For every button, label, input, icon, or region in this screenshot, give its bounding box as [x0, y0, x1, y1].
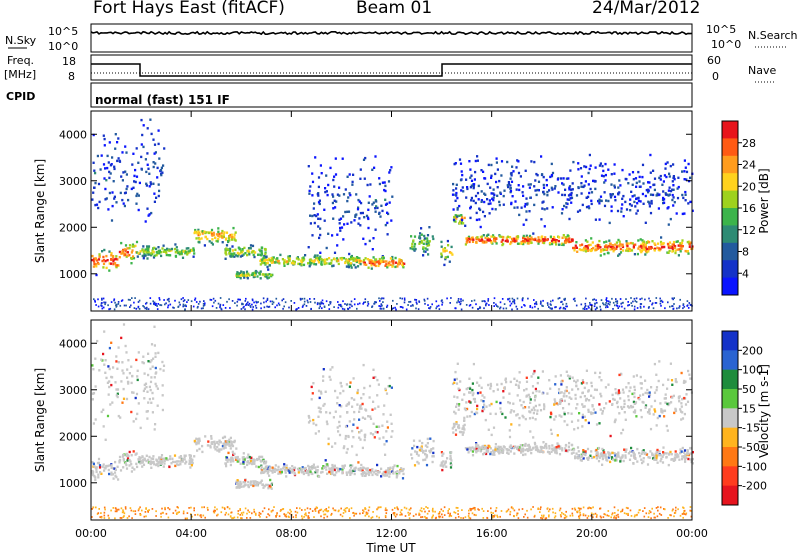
power-panel: 1000 2000 3000 4000 Slant Range [km]	[33, 110, 694, 312]
freq-tick-low: 8	[68, 70, 75, 83]
nave-tick-low: 0	[712, 70, 719, 83]
plot-title: Fort Hays East (fitACF)	[93, 0, 285, 18]
velocity-y-tick: 3000	[59, 384, 87, 397]
noise-tick-high-right: 10^5	[706, 23, 736, 36]
date-label: 24/Mar/2012	[592, 0, 701, 18]
power-colorbar-swatch	[722, 121, 738, 139]
velocity-panel: 1000 2000 3000 4000 00:00 04:00 08:00 12:00 16:…	[33, 111, 708, 554]
velocity-colorbar-tick: 50	[742, 383, 756, 396]
time-x-tick: 08:00	[275, 527, 307, 540]
velocity-colorbar-label: Velocity [m s-1]	[757, 364, 771, 458]
power-y-tick: 2000	[59, 221, 87, 234]
nave-label: Nave	[748, 64, 776, 77]
nsearch-label: N.Search	[748, 29, 798, 42]
power-colorbar-swatch	[722, 155, 738, 174]
velocity-colorbar-swatch	[722, 466, 738, 487]
power-ylabel: Slant Range [km]	[33, 159, 47, 263]
velocity-colorbar-swatch	[722, 389, 738, 409]
power-colorbar: 28 24 20 16 12 8 4 Power [dB]	[721, 120, 771, 296]
cpid-panel: normal (fast) 151 IF	[90, 82, 693, 108]
power-colorbar-tick: 20	[742, 180, 756, 193]
velocity-colorbar-tick: -50	[742, 441, 760, 454]
velocity-colorbar-swatch	[722, 427, 738, 448]
power-colorbar-swatch	[722, 208, 738, 226]
velocity-colorbar-swatch	[722, 369, 738, 390]
power-y-tick: 4000	[59, 128, 87, 141]
velocity-colorbar-tick: -100	[742, 460, 767, 473]
velocity-colorbar-tick: -200	[742, 480, 767, 493]
velocity-colorbar-swatch	[722, 331, 738, 351]
velocity-y-tick: 2000	[59, 430, 87, 443]
noise-tick-high-left: 10^5	[48, 25, 78, 38]
power-colorbar-tick: 24	[742, 159, 756, 172]
power-y-tick: 1000	[59, 268, 87, 281]
time-x-tick: 16:00	[476, 527, 508, 540]
velocity-colorbar-tick: 100	[742, 364, 763, 377]
power-colorbar-swatch	[722, 277, 738, 296]
power-y-tick: 3000	[59, 175, 87, 188]
noise-panel	[90, 23, 693, 53]
velocity-xlabel: Time UT	[365, 541, 416, 554]
velocity-colorbar-tick: -15	[742, 422, 760, 435]
velocity-y-tick: 4000	[59, 337, 87, 350]
nave-tick-high: 60	[707, 54, 721, 67]
time-x-tick: 20:00	[576, 527, 608, 540]
power-colorbar-tick: 8	[742, 246, 749, 259]
cpid-label: CPID	[6, 90, 35, 103]
freq-tick-high: 18	[62, 55, 76, 68]
velocity-colorbar-tick: 200	[742, 344, 763, 357]
time-x-tick: 00:00	[75, 527, 107, 540]
noise-tick-low-right: 10^0	[711, 38, 741, 51]
time-x-tick: 12:00	[376, 527, 408, 540]
time-x-tick: 00:00	[676, 527, 708, 540]
nsky-label: N.Sky	[5, 34, 37, 47]
freq-panel	[90, 54, 693, 81]
velocity-y-tick: 1000	[59, 477, 87, 490]
power-colorbar-swatch	[722, 190, 738, 209]
velocity-colorbar: 200 100 50 15 -15 -50 -100 -200 Velocity [m s-1…	[721, 330, 771, 506]
velocity-ylabel: Slant Range [km]	[33, 368, 47, 472]
power-colorbar-tick: 4	[742, 267, 749, 280]
freq-label: Freq.	[7, 54, 34, 67]
power-colorbar-swatch	[722, 138, 738, 157]
power-colorbar-swatch	[722, 225, 738, 244]
power-colorbar-tick: 28	[742, 137, 756, 150]
cpid-value: normal (fast) 151 IF	[95, 93, 230, 107]
velocity-colorbar-tick: 15	[742, 402, 756, 415]
time-x-tick: 04:00	[175, 527, 207, 540]
noise-tick-low-left: 10^0	[48, 40, 78, 53]
power-colorbar-swatch	[722, 173, 738, 192]
power-colorbar-tick: 12	[742, 224, 756, 237]
velocity-colorbar-swatch	[722, 485, 738, 506]
velocity-colorbar-swatch	[722, 408, 738, 429]
power-colorbar-tick: 16	[742, 202, 756, 215]
beam-label: Beam 01	[356, 0, 433, 18]
power-colorbar-swatch	[722, 260, 738, 279]
power-colorbar-label: Power [dB]	[757, 168, 771, 233]
freq-unit: [MHz]	[4, 68, 36, 81]
power-colorbar-swatch	[722, 242, 738, 261]
velocity-colorbar-swatch	[722, 350, 738, 371]
velocity-colorbar-swatch	[722, 447, 738, 467]
